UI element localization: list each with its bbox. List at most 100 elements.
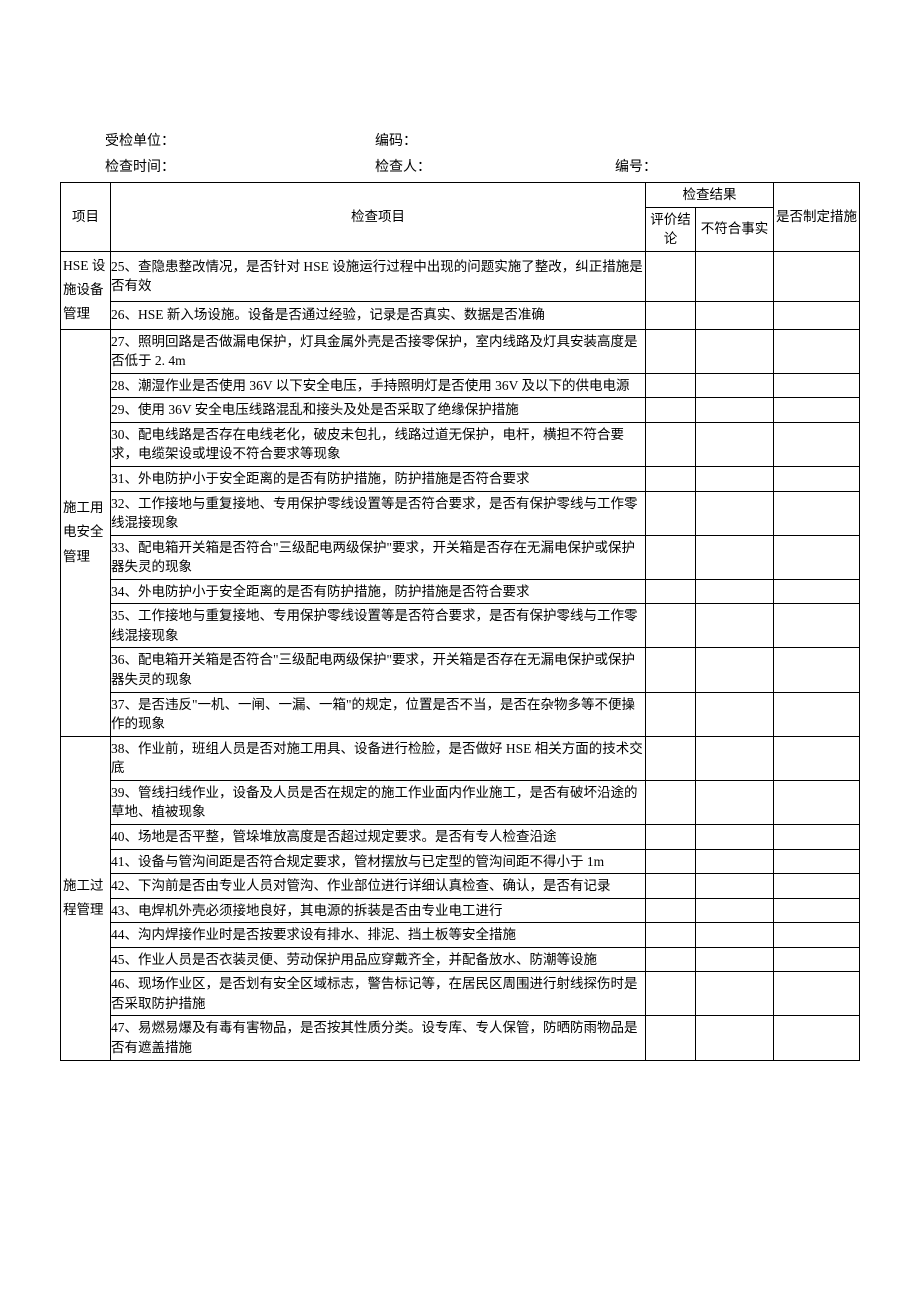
item-cell: 45、作业人员是否衣装灵便、劳动保护用品应穿戴齐全，并配备放水、防潮等设施 [111,947,646,972]
measure-cell [774,780,860,824]
fact-cell [696,301,774,329]
table-row: 30、配电线路是否存在电线老化，破皮未包扎，线路过道无保护，电杆，横担不符合要求… [61,422,860,466]
fact-cell [696,972,774,1016]
eval-cell [646,535,696,579]
table-row: 39、管线扫线作业，设备及人员是否在规定的施工作业面内作业施工，是否有破坏沿途的… [61,780,860,824]
table-body: HSE 设施设备管理25、查隐患整改情况，是否针对 HSE 设施运行过程中出现的… [61,251,860,1060]
th-category: 项目 [61,183,111,252]
table-row: 35、工作接地与重复接地、专用保护零线设置等是否符合要求，是否有保护零线与工作零… [61,604,860,648]
measure-cell [774,874,860,899]
th-result: 检查结果 [646,183,774,208]
th-fact: 不符合事实 [696,207,774,251]
measure-cell [774,491,860,535]
item-cell: 34、外电防护小于安全距离的是否有防护措施，防护措施是否符合要求 [111,579,646,604]
eval-cell [646,301,696,329]
item-cell: 38、作业前，班组人员是否对施工用具、设备进行检脸，是否做好 HSE 相关方面的… [111,736,646,780]
table-row: 44、沟内焊接作业时是否按要求设有排水、排泥、挡土板等安全措施 [61,923,860,948]
measure-cell [774,251,860,301]
fact-cell [696,329,774,373]
measure-cell [774,923,860,948]
measure-cell [774,466,860,491]
eval-cell [646,604,696,648]
time-label: 检查时间： [105,156,175,176]
table-row: 31、外电防护小于安全距离的是否有防护措施，防护措施是否符合要求 [61,466,860,491]
eval-cell [646,972,696,1016]
table-row: HSE 设施设备管理25、查隐患整改情况，是否针对 HSE 设施运行过程中出现的… [61,251,860,301]
item-cell: 32、工作接地与重复接地、专用保护零线设置等是否符合要求，是否有保护零线与工作零… [111,491,646,535]
measure-cell [774,849,860,874]
table-row: 施工过程管理38、作业前，班组人员是否对施工用具、设备进行检脸，是否做好 HSE… [61,736,860,780]
fact-cell [696,535,774,579]
fact-cell [696,466,774,491]
table-row: 41、设备与管沟间距是否符合规定要求，管材摆放与已定型的管沟间距不得小于 1m [61,849,860,874]
item-cell: 29、使用 36V 安全电压线路混乱和接头及处是否采取了绝缘保护措施 [111,398,646,423]
eval-cell [646,422,696,466]
item-cell: 31、外电防护小于安全距离的是否有防护措施，防护措施是否符合要求 [111,466,646,491]
eval-cell [646,398,696,423]
measure-cell [774,898,860,923]
table-row: 37、是否违反"一机、一闸、一漏、一箱"的规定，位置是否不当，是否在杂物多等不便… [61,692,860,736]
item-cell: 33、配电箱开关箱是否符合"三级配电两级保护"要求，开关箱是否存在无漏电保护或保… [111,535,646,579]
table-row: 28、潮湿作业是否使用 36V 以下安全电压，手持照明灯是否使用 36V 及以下… [61,373,860,398]
fact-cell [696,422,774,466]
fact-cell [696,898,774,923]
inspection-table: 项目 检查项目 检查结果 是否制定措施 评价结论 不符合事实 HSE 设施设备管… [60,182,860,1061]
unit-field: 受检单位： [105,130,375,150]
item-cell: 39、管线扫线作业，设备及人员是否在规定的施工作业面内作业施工，是否有破坏沿途的… [111,780,646,824]
fact-cell [696,692,774,736]
fact-cell [696,579,774,604]
table-row: 34、外电防护小于安全距离的是否有防护措施，防护措施是否符合要求 [61,579,860,604]
table-row: 46、现场作业区，是否划有安全区域标志，警告标记等，在居民区周围进行射线探伤时是… [61,972,860,1016]
inspector-label: 检查人： [375,156,431,176]
table-row: 40、场地是否平整，管垛堆放高度是否超过规定要求。是否有专人检查沿途 [61,824,860,849]
category-cell: 施工过程管理 [61,736,111,1060]
eval-cell [646,466,696,491]
eval-cell [646,648,696,692]
measure-cell [774,373,860,398]
fact-cell [696,849,774,874]
measure-cell [774,648,860,692]
table-row: 33、配电箱开关箱是否符合"三级配电两级保护"要求，开关箱是否存在无漏电保护或保… [61,535,860,579]
eval-cell [646,1016,696,1060]
table-row: 36、配电箱开关箱是否符合"三级配电两级保护"要求，开关箱是否存在无漏电保护或保… [61,648,860,692]
eval-cell [646,692,696,736]
fact-cell [696,923,774,948]
fact-cell [696,604,774,648]
eval-cell [646,849,696,874]
eval-cell [646,780,696,824]
code-field: 编码： [375,130,417,150]
measure-cell [774,535,860,579]
measure-cell [774,422,860,466]
fact-cell [696,648,774,692]
fact-cell [696,824,774,849]
measure-cell [774,972,860,1016]
number-field: 编号： [615,156,657,176]
measure-cell [774,604,860,648]
item-cell: 25、查隐患整改情况，是否针对 HSE 设施运行过程中出现的问题实施了整改，纠正… [111,251,646,301]
th-eval: 评价结论 [646,207,696,251]
eval-cell [646,251,696,301]
measure-cell [774,736,860,780]
item-cell: 40、场地是否平整，管垛堆放高度是否超过规定要求。是否有专人检查沿途 [111,824,646,849]
header-row-1: 受检单位： 编码： [60,130,860,150]
measure-cell [774,398,860,423]
measure-cell [774,329,860,373]
time-field: 检查时间： [105,156,375,176]
table-row: 42、下沟前是否由专业人员对管沟、作业部位进行详细认真检查、确认，是否有记录 [61,874,860,899]
eval-cell [646,947,696,972]
fact-cell [696,780,774,824]
th-item: 检查项目 [111,183,646,252]
eval-cell [646,874,696,899]
th-measure: 是否制定措施 [774,183,860,252]
category-cell: HSE 设施设备管理 [61,251,111,329]
eval-cell [646,898,696,923]
header-row-2: 检查时间： 检查人： 编号： [60,156,860,176]
item-cell: 37、是否违反"一机、一闸、一漏、一箱"的规定，位置是否不当，是否在杂物多等不便… [111,692,646,736]
item-cell: 43、电焊机外壳必须接地良好，其电源的拆装是否由专业电工进行 [111,898,646,923]
measure-cell [774,947,860,972]
measure-cell [774,692,860,736]
item-cell: 47、易燃易爆及有毒有害物品，是否按其性质分类。设专库、专人保管，防晒防雨物品是… [111,1016,646,1060]
measure-cell [774,579,860,604]
table-row: 43、电焊机外壳必须接地良好，其电源的拆装是否由专业电工进行 [61,898,860,923]
fact-cell [696,491,774,535]
